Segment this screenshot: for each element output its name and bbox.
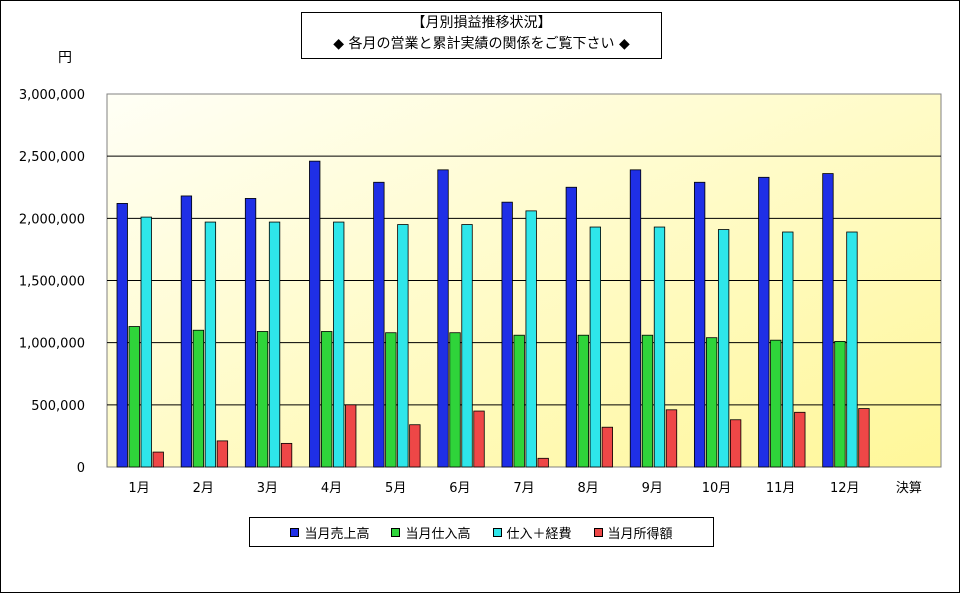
bar-1	[501, 201, 513, 468]
y-tick-label: 2,500,000	[19, 150, 85, 165]
bar-1	[116, 203, 128, 468]
legend-swatch	[290, 527, 300, 537]
x-tick-label: 2月	[193, 481, 214, 496]
bar-chart: 0 500,000 1,000,000 1,500,000 2,000,000 2,500…	[19, 88, 942, 496]
x-tick-label: 7月	[513, 481, 534, 496]
y-tick-label: 0	[77, 461, 85, 476]
chart-subtitle: ◆ 各月の営業と累計実績の関係をご覧下さい ◆	[333, 36, 630, 52]
bar-1	[758, 176, 770, 468]
legend-label: 仕入＋経費	[506, 526, 572, 542]
bar-2	[449, 332, 461, 468]
legend-label: 当月所得額	[607, 526, 673, 542]
bar-1	[565, 186, 577, 468]
y-unit-label: 円	[58, 50, 72, 66]
bar-3	[461, 224, 473, 468]
bar-2	[256, 331, 269, 468]
x-tick-label: 決算	[896, 481, 922, 496]
bar-3	[782, 231, 794, 468]
legend-swatch	[391, 527, 401, 537]
legend-swatch	[492, 527, 502, 537]
bar-2	[705, 337, 718, 468]
bar-1	[180, 195, 193, 468]
legend-item: 当月売上高	[290, 523, 369, 542]
bar-2	[770, 339, 782, 468]
bar-3	[204, 221, 217, 468]
y-tick-label: 2,000,000	[19, 212, 85, 227]
legend-swatch	[593, 527, 603, 537]
bar-1	[309, 160, 321, 468]
bar-4	[216, 440, 229, 468]
bar-2	[385, 332, 397, 468]
chart-title: 【月別損益推移状況】	[411, 15, 552, 31]
bar-4	[665, 409, 678, 468]
bar-1	[822, 173, 834, 468]
x-tick-label: 5月	[385, 481, 406, 496]
bar-4	[280, 442, 293, 468]
bar-2	[641, 334, 654, 468]
y-tick-label: 1,000,000	[19, 337, 85, 352]
bar-2	[577, 334, 589, 468]
x-tick-label: 6月	[449, 481, 470, 496]
x-tick-label: 9月	[642, 481, 663, 496]
legend-label: 当月売上高	[304, 526, 370, 542]
y-tick-label: 3,000,000	[19, 88, 85, 103]
bar-3	[268, 221, 281, 468]
y-tick-label: 500,000	[31, 399, 85, 414]
bar-3	[140, 216, 152, 468]
bar-4	[152, 451, 164, 468]
legend-item: 仕入＋経費	[492, 523, 572, 542]
x-tick-label: 4月	[321, 481, 342, 496]
bar-2	[834, 341, 846, 468]
x-tick-label: 12月	[830, 481, 860, 496]
bar-1	[244, 198, 257, 468]
bar-4	[537, 457, 549, 468]
legend-label: 当月仕入高	[405, 526, 471, 542]
bar-4	[473, 410, 485, 468]
bar-2	[128, 326, 140, 468]
x-tick-label: 3月	[257, 481, 278, 496]
bar-4	[345, 404, 357, 468]
bar-4	[729, 419, 742, 468]
legend-item: 当月仕入高	[391, 523, 471, 542]
bar-4	[601, 426, 613, 468]
chart-title-box: 【月別損益推移状況】 ◆ 各月の営業と累計実績の関係をご覧下さい ◆	[301, 12, 662, 59]
x-tick-label: 11月	[766, 481, 796, 496]
chart-legend: 当月売上高 当月仕入高 仕入＋経費 当月所得額	[249, 517, 714, 547]
bar-4	[794, 411, 806, 468]
legend-item: 当月所得額	[593, 523, 673, 542]
bar-2	[192, 329, 205, 468]
bar-2	[321, 331, 333, 468]
bar-3	[846, 231, 858, 468]
bar-3	[653, 226, 666, 468]
bar-3	[525, 210, 537, 468]
bar-3	[717, 229, 730, 468]
bar-1	[373, 181, 385, 468]
bar-4	[858, 408, 870, 468]
bar-4	[409, 424, 421, 468]
bar-3	[333, 221, 345, 468]
x-tick-label: 1月	[128, 481, 149, 496]
x-tick-label: 10月	[702, 481, 732, 496]
x-tick-label: 8月	[578, 481, 599, 496]
bar-1	[693, 181, 706, 468]
bar-3	[397, 224, 409, 468]
y-tick-label: 1,500,000	[19, 275, 85, 290]
bar-1	[437, 169, 449, 468]
bar-3	[589, 226, 601, 468]
bar-2	[513, 334, 525, 468]
bar-1	[629, 169, 642, 468]
